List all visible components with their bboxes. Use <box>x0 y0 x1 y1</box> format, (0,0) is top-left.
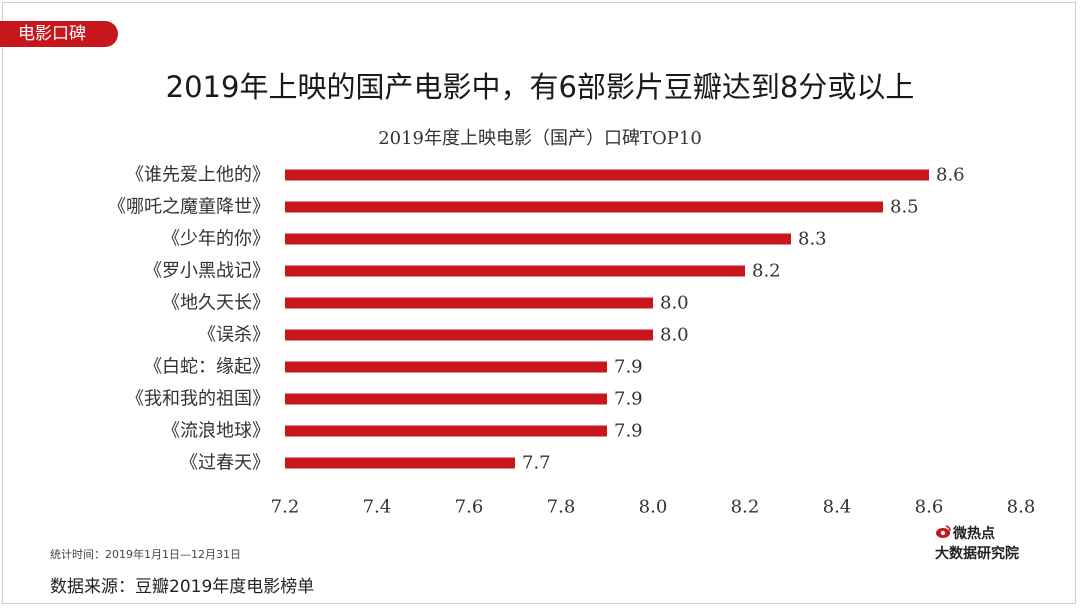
data-label: 8.3 <box>798 229 827 250</box>
x-tick-label: 7.6 <box>455 497 484 518</box>
category-label: 《罗小黑战记》 <box>144 261 270 282</box>
bar-chart: 《谁先爱上他的》 8.6 《哪吒之魔童降世》 8.5 《少年的你》 8.3 《罗小黑战记》 8… <box>108 165 1036 518</box>
x-tick-label: 8.6 <box>915 497 944 518</box>
stat-time: 统计时间：2019年1月1日—12月31日 <box>50 548 241 561</box>
category-label: 《谁先爱上他的》 <box>126 165 270 186</box>
data-label: 7.9 <box>614 357 643 378</box>
weibo-eye-icon <box>936 525 951 538</box>
bar <box>285 425 607 437</box>
x-tick-label: 8.8 <box>1007 497 1036 518</box>
category-label: 《流浪地球》 <box>162 421 270 442</box>
data-label: 8.5 <box>890 197 919 218</box>
category-label: 《白蛇：缘起》 <box>144 357 270 378</box>
chart-title: 2019年度上映电影（国产）口碑TOP10 <box>378 128 702 149</box>
bar <box>285 265 745 277</box>
data-label: 7.9 <box>614 389 643 410</box>
bar <box>285 233 791 245</box>
category-label: 《哪吒之魔童降世》 <box>108 197 270 218</box>
page-title: 2019年上映的国产电影中，有6部影片豆瓣达到8分或以上 <box>165 70 915 104</box>
category-label: 《地久天长》 <box>162 293 270 314</box>
data-label: 8.0 <box>660 293 689 314</box>
bar <box>285 329 653 341</box>
x-tick-label: 7.2 <box>271 497 300 518</box>
x-tick-label: 8.2 <box>731 497 760 518</box>
bar <box>285 201 883 213</box>
data-label: 7.9 <box>614 421 643 442</box>
section-tag: 电影口碑 <box>0 21 118 47</box>
category-label: 《我和我的祖国》 <box>126 389 270 410</box>
bar <box>285 393 607 405</box>
category-label: 《过春天》 <box>180 453 270 474</box>
logo-line1: 微热点 <box>953 526 995 542</box>
logo-line2: 大数据研究院 <box>935 546 1019 562</box>
logo: 微热点 大数据研究院 <box>935 523 1045 567</box>
bar <box>285 361 607 373</box>
data-label: 8.0 <box>660 325 689 346</box>
x-tick-label: 7.4 <box>363 497 392 518</box>
category-label: 《误杀》 <box>198 325 270 346</box>
category-label: 《少年的你》 <box>162 229 270 250</box>
bar <box>285 457 515 469</box>
x-tick-label: 7.8 <box>547 497 576 518</box>
x-tick-label: 8.0 <box>639 497 668 518</box>
data-label: 7.7 <box>522 453 551 474</box>
data-label: 8.2 <box>752 261 781 282</box>
data-label: 8.6 <box>936 165 965 186</box>
bar <box>285 297 653 309</box>
bar <box>285 169 929 181</box>
x-tick-label: 8.4 <box>823 497 852 518</box>
data-source: 数据来源：豆瓣2019年度电影榜单 <box>50 577 315 597</box>
